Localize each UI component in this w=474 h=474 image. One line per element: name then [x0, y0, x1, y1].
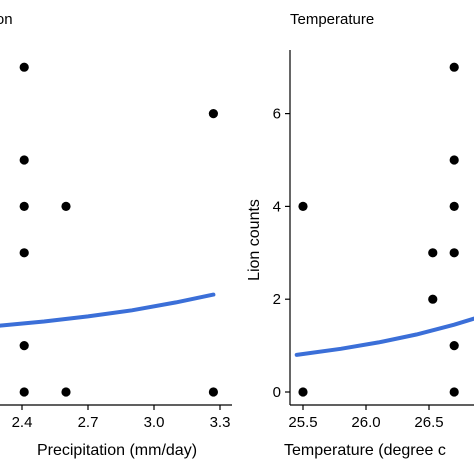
temperature-y-tick-label: 4: [273, 198, 281, 215]
precipitation-point: [208, 387, 218, 397]
temperature-points: [298, 62, 459, 397]
temperature-x-tick-label: 25.5: [288, 414, 317, 431]
precipitation-points: [19, 62, 218, 397]
temperature-point: [449, 248, 459, 258]
precipitation-x-tick-label: 2.4: [12, 414, 33, 431]
precipitation-x-tick-label: 2.7: [78, 414, 99, 431]
precipitation-x-axis-title: Precipitation (mm/day): [37, 442, 197, 459]
precipitation-point: [19, 155, 29, 165]
precipitation-x-ticks: 2.4 2.7 3.0 3.3: [12, 405, 231, 431]
precipitation-point: [19, 248, 29, 258]
temperature-point: [428, 248, 438, 258]
precipitation-x-tick-label: 3.3: [210, 414, 231, 431]
precipitation-point: [19, 341, 29, 351]
temperature-point: [449, 201, 459, 211]
temperature-trend-line: [294, 316, 474, 357]
temperature-point: [298, 387, 308, 397]
temperature-title: Temperature: [290, 11, 374, 28]
precipitation-x-tick-label: 3.0: [144, 414, 165, 431]
temperature-y-axis-title: Lion counts: [246, 199, 263, 281]
temperature-x-ticks: 25.526.026.527.0: [288, 405, 444, 431]
precipitation-point: [61, 201, 71, 211]
temperature-y-tick-label: 0: [273, 384, 281, 401]
temperature-point: [428, 294, 438, 304]
temperature-point: [449, 341, 459, 351]
precipitation-point: [19, 201, 29, 211]
precipitation-point: [208, 109, 218, 119]
precipitation-panel: Precipitation 2.4 2.7 3.0 3.3 Precipitation…: [0, 11, 232, 459]
temperature-y-tick-label: 6: [273, 106, 281, 123]
precipitation-point: [61, 387, 71, 397]
temperature-x-axis-title: Temperature (degree c: [284, 442, 446, 459]
precipitation-point: [19, 387, 29, 397]
temperature-x-tick-label: 26.5: [414, 414, 443, 431]
temperature-point: [449, 155, 459, 165]
temperature-y-tick-label: 2: [273, 291, 281, 308]
temperature-point: [298, 201, 308, 211]
temperature-point: [449, 62, 459, 72]
precipitation-trend-line: [0, 292, 216, 328]
temperature-point: [449, 387, 459, 397]
precipitation-point: [19, 62, 29, 72]
temperature-x-tick-label: 26.0: [351, 414, 380, 431]
temperature-y-ticks: 0 2 4 6: [273, 106, 290, 401]
precipitation-title: Precipitation: [0, 11, 13, 28]
